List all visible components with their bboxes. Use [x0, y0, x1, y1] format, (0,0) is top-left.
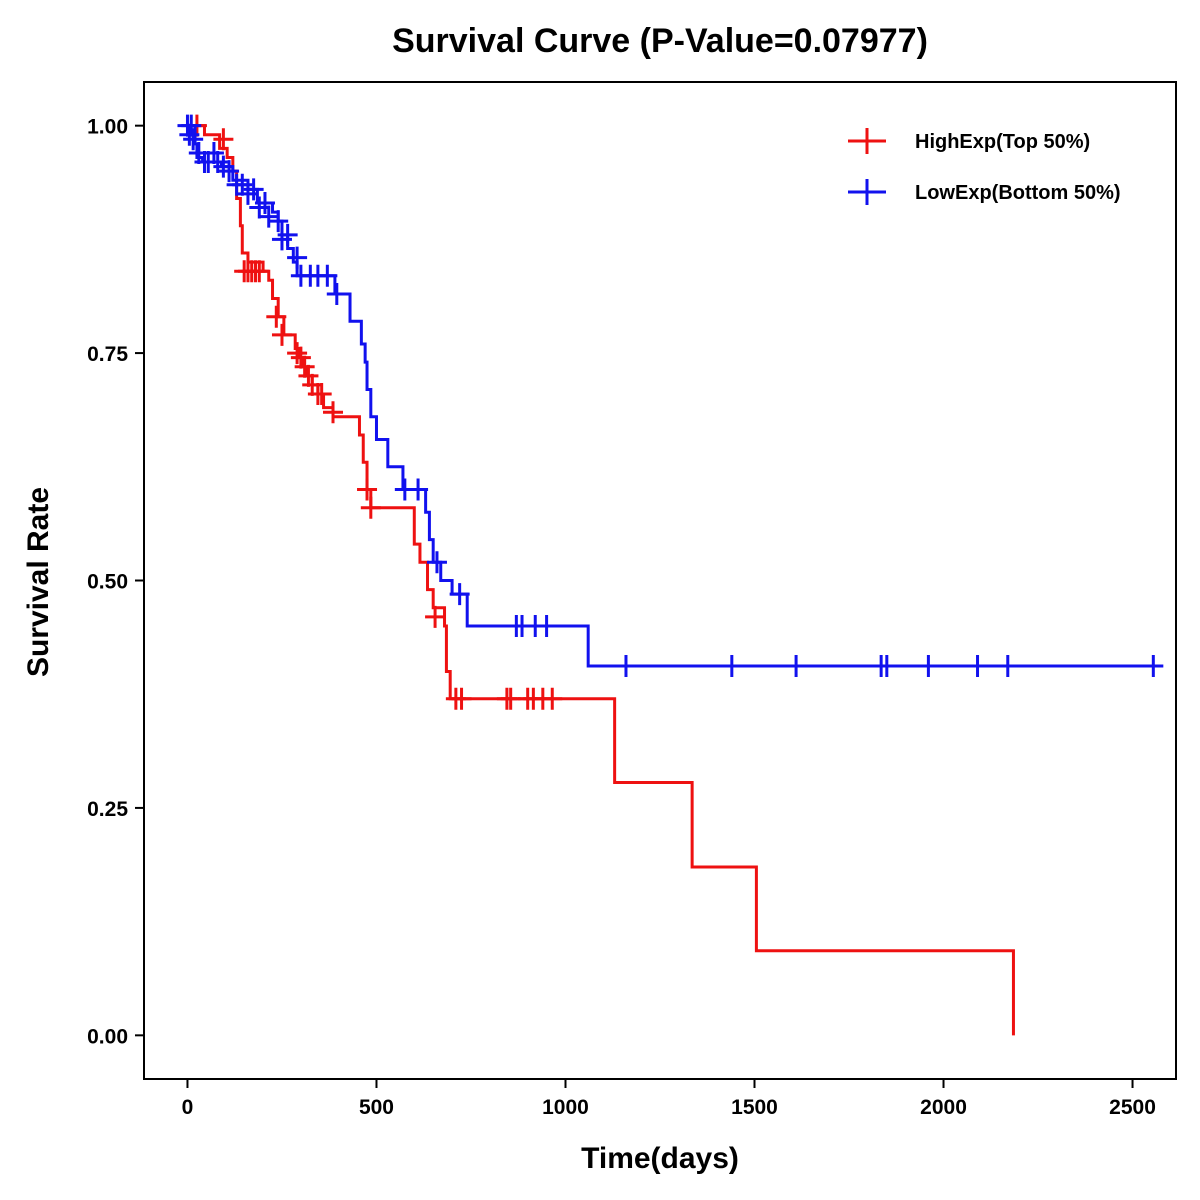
- y-tick-label: 0.75: [87, 343, 128, 366]
- legend-label: LowExp(Bottom 50%): [915, 182, 1121, 204]
- censor-mark: [408, 478, 429, 501]
- y-tick-label: 0.00: [87, 1025, 128, 1048]
- censor-mark: [203, 141, 224, 164]
- x-tick-label: 500: [359, 1096, 394, 1119]
- censor-mark: [786, 655, 807, 678]
- x-axis: 0 500 1000 1500 2000 2500: [182, 1079, 1156, 1119]
- censor-mark: [542, 687, 563, 710]
- censor-mark: [287, 342, 308, 365]
- censor-mark: [213, 128, 234, 151]
- x-tick-label: 2000: [920, 1096, 967, 1119]
- censor-mark: [258, 205, 279, 228]
- censor-mark: [249, 260, 270, 283]
- censor-mark: [967, 655, 988, 678]
- x-tick-label: 2500: [1109, 1096, 1156, 1119]
- censor-mark: [536, 614, 557, 637]
- censor-mark: [425, 605, 446, 628]
- censor-mark: [271, 323, 292, 346]
- legend-item: LowExp(Bottom 50%): [848, 179, 1121, 205]
- censor-mark: [181, 114, 202, 137]
- censor-mark: [1143, 655, 1164, 678]
- censor-mark: [317, 264, 338, 287]
- censor-mark: [876, 655, 897, 678]
- y-tick-label: 1.00: [87, 116, 128, 139]
- censor-mark: [360, 496, 381, 519]
- censor-mark: [311, 383, 332, 406]
- y-tick-label: 0.50: [87, 571, 128, 594]
- survival-step-line: [187, 124, 1154, 668]
- x-tick-label: 0: [182, 1096, 194, 1119]
- censor-mark: [243, 178, 264, 201]
- y-axis-title: Survival Rate: [22, 487, 55, 677]
- censor-mark: [449, 583, 470, 606]
- censor-mark: [323, 401, 344, 424]
- legend-item: HighExp(Top 50%): [848, 128, 1090, 154]
- censor-mark: [721, 655, 742, 678]
- series-1: [177, 114, 1164, 678]
- censor-mark: [326, 282, 347, 305]
- censor-mark: [451, 687, 472, 710]
- legend-marker: [848, 128, 886, 154]
- censor-mark: [290, 346, 311, 369]
- survival-step-line: [187, 124, 1015, 1036]
- censor-mark: [294, 355, 315, 378]
- legend-label: HighExp(Top 50%): [915, 131, 1090, 153]
- x-axis-title: Time(days): [581, 1142, 739, 1175]
- censor-mark: [219, 160, 240, 183]
- censor-mark: [615, 655, 636, 678]
- x-tick-label: 1500: [731, 1096, 778, 1119]
- censor-mark: [357, 478, 378, 501]
- censor-mark: [266, 305, 287, 328]
- chart-title: Survival Curve (P-Value=0.07977): [392, 22, 928, 60]
- legend: HighExp(Top 50%) LowExp(Bottom 50%): [848, 128, 1121, 205]
- series-0: [186, 114, 1015, 1036]
- x-tick-label: 1000: [542, 1096, 589, 1119]
- censor-mark: [426, 551, 447, 574]
- censor-mark: [918, 655, 939, 678]
- y-axis: 0.00 0.25 0.50 0.75 1.00: [87, 116, 144, 1048]
- censor-mark: [500, 687, 521, 710]
- censor-mark: [277, 223, 298, 246]
- legend-marker: [848, 179, 886, 205]
- censor-mark: [298, 364, 319, 387]
- censor-mark: [287, 246, 308, 269]
- y-tick-label: 0.25: [87, 798, 128, 821]
- censor-mark: [268, 210, 289, 233]
- plot-area-border: [143, 81, 1177, 1080]
- censor-mark: [997, 655, 1018, 678]
- censor-mark: [179, 123, 200, 146]
- censor-mark: [183, 128, 204, 151]
- censor-mark: [254, 191, 275, 214]
- series-layer: [177, 114, 1164, 1036]
